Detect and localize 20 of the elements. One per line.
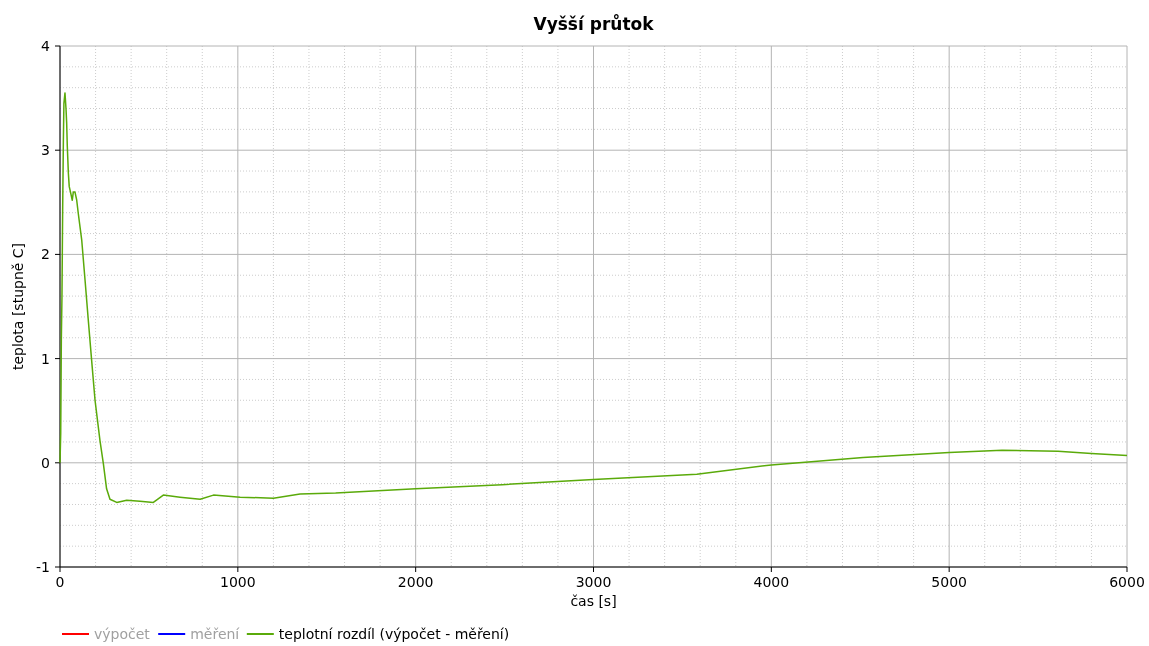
y-tick-label: 2 (41, 246, 50, 263)
y-tick-label: 3 (41, 142, 50, 159)
legend-label: měření (190, 626, 241, 642)
chart-title: Vyšší průtok (533, 13, 655, 34)
x-tick-label: 5000 (931, 574, 967, 590)
x-tick-label: 2000 (397, 574, 434, 590)
y-tick-label: 4 (41, 38, 51, 54)
x-tick-label: 3000 (575, 574, 612, 590)
x-tick-label: 6000 (1109, 574, 1145, 590)
x-axis-title: čas [s] (570, 593, 617, 609)
y-tick-label: -1 (36, 559, 50, 575)
y-axis-title: teplota [stupně C] (10, 242, 26, 371)
x-tick-label: 4000 (753, 574, 790, 590)
y-tick-label: 1 (41, 350, 50, 367)
y-tick-label: 0 (41, 454, 50, 471)
legend-label: výpočet (94, 626, 151, 642)
line-series (59, 92, 1128, 504)
legend-label: teplotní rozdíl (výpočet - měření) (278, 626, 510, 642)
x-tick-label: 0 (55, 574, 65, 590)
x-tick-label: 1000 (220, 574, 256, 590)
